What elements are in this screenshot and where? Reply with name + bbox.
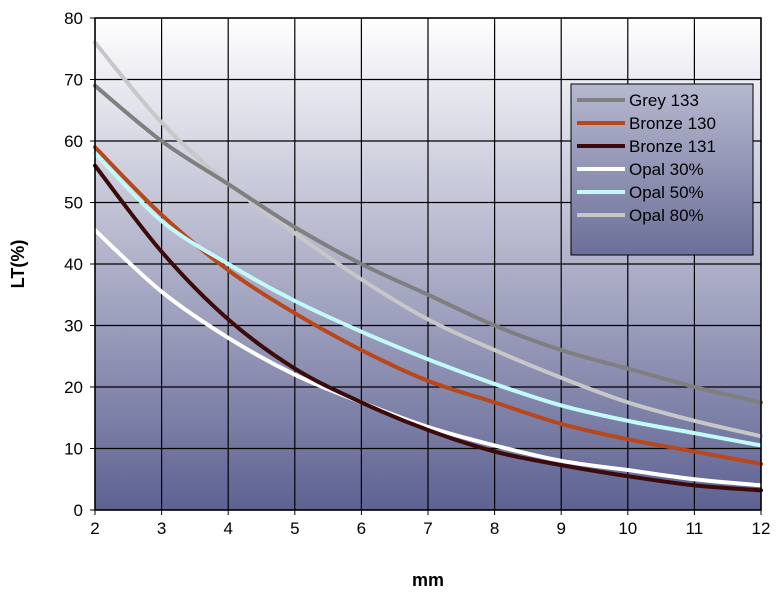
x-tick-label: 6 (357, 519, 366, 538)
y-tick-label: 10 (64, 440, 83, 459)
x-tick-label: 12 (752, 519, 771, 538)
series-line-opal-80- (93, 40, 763, 439)
legend: Grey 133 Bronze 130 Bronze 131 Opal 30% Opal… (570, 83, 754, 256)
legend-label-opal-80-: Opal 80% (629, 206, 704, 225)
legend-label-opal-30-: Opal 30% (629, 160, 704, 179)
y-tick-label: 20 (64, 378, 83, 397)
x-tick-label: 7 (423, 519, 432, 538)
series-line-grey-133 (93, 83, 763, 405)
y-tick-label: 50 (64, 194, 83, 213)
tick-labels: 2 3 4 5 6 7 8 9 10 11 12 0 10 20 30 40 50 60 70 80 (64, 9, 770, 538)
x-tick-label: 4 (223, 519, 232, 538)
y-tick-label: 60 (64, 132, 83, 151)
x-tick-label: 2 (90, 519, 99, 538)
x-tick-label: 11 (686, 519, 704, 538)
x-tick-label: 10 (618, 519, 637, 538)
x-axis-title: mm (412, 570, 444, 590)
x-tick-label: 5 (290, 519, 299, 538)
legend-label-opal-50-: Opal 50% (629, 183, 704, 202)
legend-label-bronze-131: Bronze 131 (629, 137, 716, 156)
y-tick-label: 70 (64, 71, 83, 90)
series-layer (93, 40, 763, 493)
y-axis-title: LT(%) (8, 240, 28, 289)
y-tick-label: 0 (74, 501, 83, 520)
series-line-bronze-131 (93, 163, 763, 493)
y-tick-label: 30 (64, 317, 83, 336)
x-tick-label: 8 (490, 519, 499, 538)
x-tick-label: 9 (556, 519, 565, 538)
legend-label-bronze-130: Bronze 130 (629, 114, 716, 133)
y-tick-label: 40 (64, 255, 83, 274)
y-tick-label: 80 (64, 9, 83, 28)
legend-label-grey-133: Grey 133 (629, 91, 699, 110)
series-line-opal-30- (93, 228, 763, 488)
series-line-opal-50- (93, 151, 763, 448)
x-tick-label: 3 (157, 519, 166, 538)
